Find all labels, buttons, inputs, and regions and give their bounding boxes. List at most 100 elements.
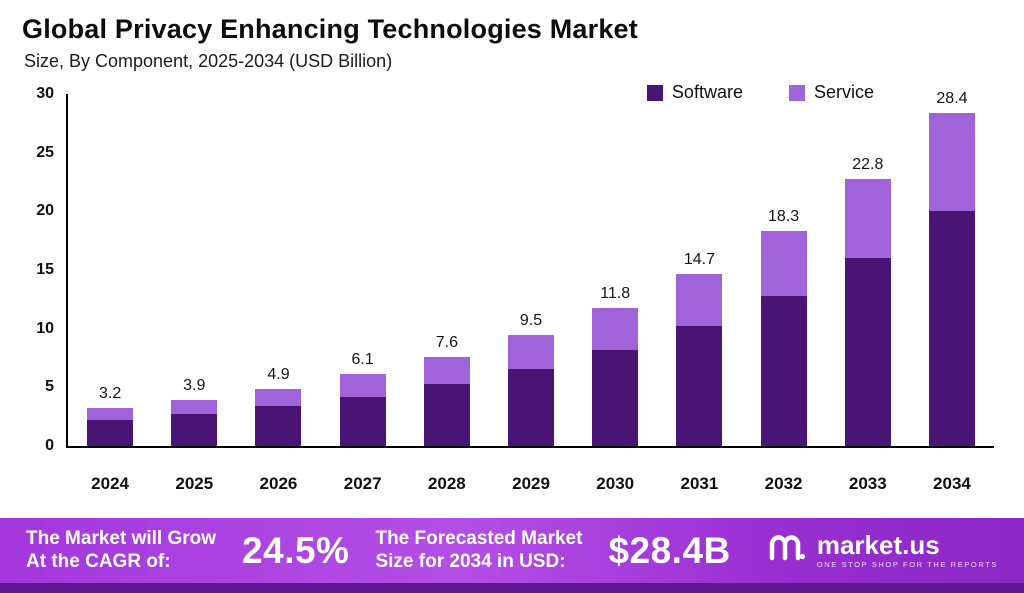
bar-column-2028: 7.6 <box>405 94 489 446</box>
y-tick-label: 5 <box>45 378 54 396</box>
software-segment <box>676 326 723 446</box>
bar-column-2025: 3.9 <box>152 94 236 446</box>
software-segment <box>423 383 470 446</box>
software-segment <box>844 258 891 446</box>
service-segment <box>171 400 218 415</box>
chart-title: Global Privacy Enhancing Technologies Ma… <box>22 14 638 44</box>
service-segment <box>87 408 134 421</box>
bar-column-2026: 4.9 <box>236 94 320 446</box>
legend-swatch <box>788 84 805 101</box>
chart-legend: Software Service <box>646 82 874 103</box>
bar-column-2031: 14.7 <box>657 94 741 446</box>
plot-area: 3.2 3.9 4.9 6.1 7.6 9.5 11.8 14.7 18.3 22.8 28.4 <box>66 90 994 448</box>
forecast-label: The Forecasted Market Size for 2034 in U… <box>375 528 582 573</box>
software-segment <box>255 406 302 446</box>
cagr-label-line2: At the CAGR of: <box>26 550 171 572</box>
forecast-label-line1: The Forecasted Market <box>375 528 583 550</box>
x-axis-label: 2028 <box>427 474 466 493</box>
bar-total-label: 11.8 <box>600 284 631 302</box>
bar-total-label: 6.1 <box>351 351 374 369</box>
bar-stack <box>508 334 555 446</box>
bar-stack <box>171 400 218 446</box>
brand-name: market.us <box>816 530 940 561</box>
y-axis: 0 5 10 15 20 25 30 <box>22 85 66 454</box>
x-axis-label: 2031 <box>680 474 719 493</box>
software-segment <box>592 349 639 446</box>
banner: The Market will Grow At the CAGR of: 24.… <box>0 518 1024 583</box>
software-segment <box>87 420 134 446</box>
service-segment <box>255 388 302 407</box>
x-axis-label: 2026 <box>259 474 298 493</box>
bar-column-2027: 6.1 <box>321 94 405 446</box>
x-axis-label: 2024 <box>91 474 129 493</box>
bar-total-label: 7.6 <box>435 333 458 351</box>
chart-subtitle: Size, By Component, 2025-2034 (USD Billi… <box>24 51 393 71</box>
legend-item-service: Service <box>788 82 874 103</box>
brand-text: market.us ONE STOP SHOP FOR THE REPORTS <box>817 532 998 569</box>
service-segment <box>339 374 386 397</box>
legend-label: Service <box>813 82 874 102</box>
brand-tagline: ONE STOP SHOP FOR THE REPORTS <box>816 560 998 570</box>
bar-stack <box>760 231 807 446</box>
bar-column-2030: 11.8 <box>573 94 657 446</box>
brand-logo: market.us ONE STOP SHOP FOR THE REPORTS <box>767 528 998 573</box>
bar-stack <box>928 112 975 446</box>
bar-total-label: 22.8 <box>852 155 884 173</box>
bar-stack <box>339 374 386 446</box>
cagr-value: 24.5% <box>242 529 350 571</box>
bar-total-label: 3.9 <box>183 377 206 395</box>
y-tick-label: 10 <box>36 319 54 337</box>
service-segment <box>592 307 639 350</box>
x-axis-label: 2027 <box>343 474 382 493</box>
service-segment <box>508 334 555 369</box>
service-segment <box>423 356 470 384</box>
x-axis-label: 2029 <box>512 474 550 493</box>
y-tick-label: 25 <box>36 143 54 161</box>
bar-stack <box>87 408 134 446</box>
service-segment <box>844 178 891 259</box>
bar-total-label: 18.3 <box>768 208 800 226</box>
service-segment <box>760 231 807 296</box>
x-axis-label: 2032 <box>764 474 803 493</box>
bar-total-label: 14.7 <box>683 250 715 268</box>
bar-column-2034: 28.4 <box>910 90 994 446</box>
market-us-logo-icon <box>767 528 807 573</box>
service-segment <box>928 112 975 212</box>
x-axis-labels: 2024 2025 2026 2027 2028 2029 2030 2031 2032 2033… <box>68 474 994 494</box>
software-segment <box>760 295 807 446</box>
bar-stack <box>844 178 891 446</box>
x-axis-label: 2030 <box>596 474 635 493</box>
cagr-label: The Market will Grow At the CAGR of: <box>26 528 216 573</box>
legend-label: Software <box>671 82 743 102</box>
software-segment <box>339 396 386 446</box>
y-tick-label: 15 <box>36 261 54 278</box>
bar-stack <box>255 388 302 446</box>
bar-total-label: 4.9 <box>267 365 290 383</box>
bar-stack <box>676 273 723 446</box>
chart-section: Global Privacy Enhancing Technologies Ma… <box>22 14 994 494</box>
legend-item-software: Software <box>646 82 743 103</box>
bar-column-2033: 22.8 <box>826 94 910 446</box>
bar-total-label: 3.2 <box>98 385 122 403</box>
x-axis-label: 2034 <box>933 474 971 493</box>
bar-stack <box>423 356 470 446</box>
x-axis-label: 2033 <box>848 474 887 493</box>
software-segment <box>171 414 218 446</box>
legend-swatch <box>646 84 663 101</box>
software-segment <box>928 211 975 446</box>
bar-total-label: 9.5 <box>519 311 543 329</box>
bar-stack <box>592 307 639 446</box>
cagr-label-line1: The Market will Grow <box>26 528 217 550</box>
bar-column-2032: 18.3 <box>742 94 826 446</box>
y-tick-label: 0 <box>45 437 54 454</box>
chart-body: 0 5 10 15 20 25 30 3.2 3.9 4.9 6.1 7.6 9.5 11.8 14.7 1… <box>22 82 994 466</box>
service-segment <box>676 273 723 327</box>
software-segment <box>508 368 555 446</box>
bar-column-2029: 9.5 <box>489 94 573 446</box>
forecast-label-line2: Size for 2034 in USD: <box>375 550 566 572</box>
forecast-value: $28.4B <box>608 529 731 571</box>
bar-total-label: 28.4 <box>936 89 968 107</box>
x-axis-label: 2025 <box>175 474 214 493</box>
bar-column-2024: 3.2 <box>68 94 152 446</box>
